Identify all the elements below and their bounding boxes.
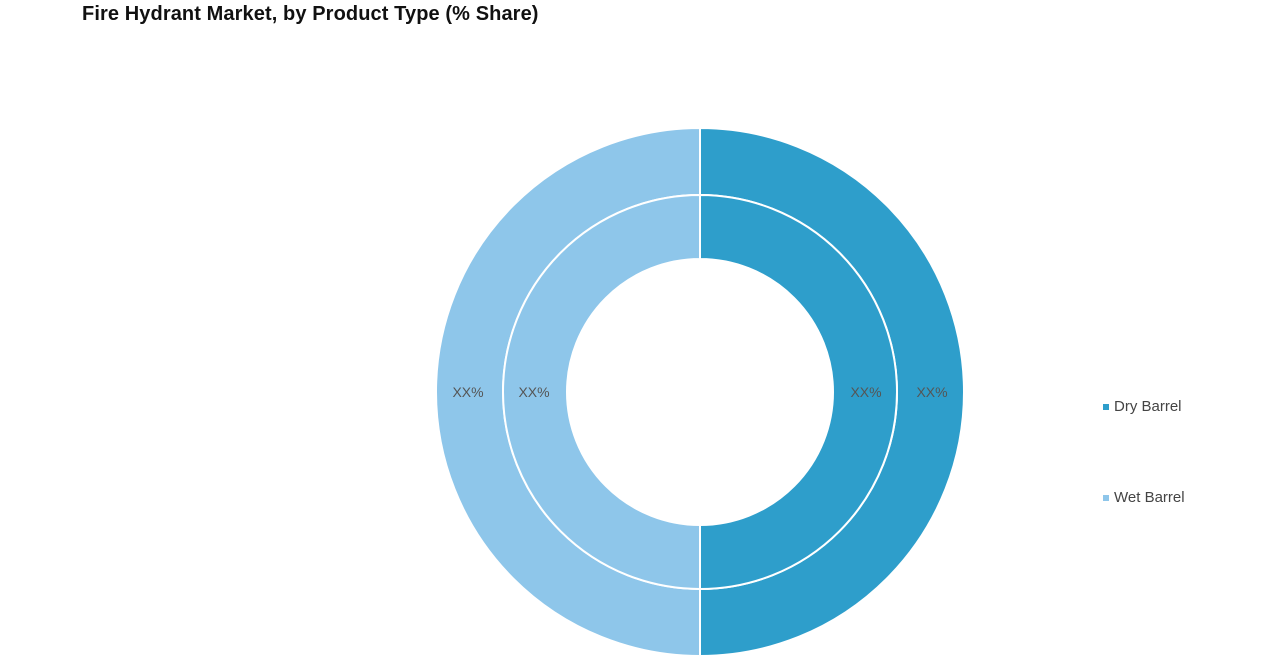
legend-item-dry-barrel[interactable]: Dry Barrel bbox=[1103, 398, 1182, 415]
inner-ring-label-wet-barrel: XX% bbox=[518, 384, 549, 400]
inner-ring-slice-wet-barrel[interactable] bbox=[502, 193, 701, 591]
inner-ring-slice-dry-barrel[interactable] bbox=[699, 193, 898, 591]
inner-ring-label-dry-barrel: XX% bbox=[850, 384, 881, 400]
chart-title: Fire Hydrant Market, by Product Type (% … bbox=[82, 3, 539, 25]
legend-label-wet-barrel: Wet Barrel bbox=[1114, 489, 1185, 506]
outer-ring-label-dry-barrel: XX% bbox=[916, 384, 947, 400]
outer-ring-label-wet-barrel: XX% bbox=[452, 384, 483, 400]
legend-label-dry-barrel: Dry Barrel bbox=[1114, 398, 1182, 415]
legend-swatch-wet-barrel bbox=[1103, 494, 1109, 501]
legend-swatch-dry-barrel bbox=[1103, 403, 1109, 410]
legend-item-wet-barrel[interactable]: Wet Barrel bbox=[1103, 489, 1185, 506]
